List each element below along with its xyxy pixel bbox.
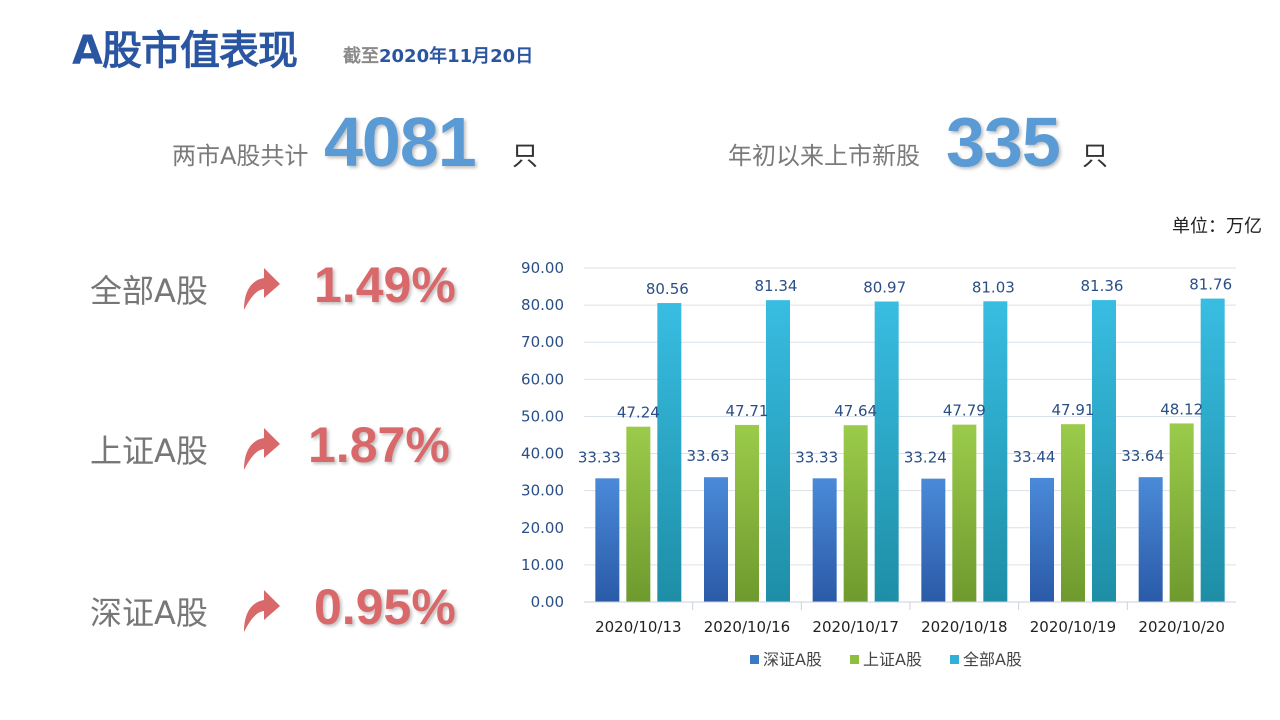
data-label: 81.36 — [1081, 277, 1124, 295]
x-tick-label: 2020/10/17 — [812, 618, 898, 636]
data-label: 47.71 — [726, 402, 769, 420]
data-label: 33.63 — [687, 447, 730, 465]
data-label: 33.24 — [904, 449, 947, 467]
legend-label: 深证A股 — [763, 650, 822, 669]
bar — [735, 424, 759, 602]
bar — [1138, 477, 1163, 602]
y-tick-label: 40.00 — [521, 445, 564, 463]
y-tick-label: 80.00 — [521, 296, 564, 314]
page-title: A股市值表现 — [72, 28, 298, 74]
page-subtitle: 截至2020年11月20日 — [343, 42, 533, 68]
bar — [843, 425, 868, 602]
data-labels: 33.33 47.24 80.56 33.63 47.71 81.34 33.33 47.64… — [578, 276, 1232, 467]
x-tick-label: 2020/10/18 — [921, 618, 1007, 636]
up-arrow-icon — [244, 268, 280, 310]
y-tick-label: 20.00 — [521, 519, 564, 537]
subtitle-date: 2020年11月20日 — [379, 46, 534, 67]
bar — [1169, 423, 1194, 602]
market-cap-bar-chart: 33.33 47.24 80.56 33.63 47.71 81.34 33.33 47.64… — [521, 259, 1236, 669]
data-label: 33.33 — [795, 448, 838, 466]
stat-total-value: 4081 — [324, 103, 477, 181]
y-tick-label: 0.00 — [531, 593, 564, 611]
bar — [983, 301, 1008, 602]
change-value: 1.87% — [308, 417, 450, 473]
stat-new-unit: 只 — [1082, 142, 1109, 172]
data-label: 81.34 — [755, 277, 798, 295]
x-tick-label: 2020/10/20 — [1138, 618, 1224, 636]
y-tick-label: 30.00 — [521, 482, 564, 500]
bar — [595, 478, 620, 602]
stat-total-label: 两市A股共计 — [172, 142, 309, 170]
data-label: 33.44 — [1013, 448, 1056, 466]
bar — [812, 478, 837, 602]
bar — [1200, 298, 1225, 602]
up-arrow-icon — [244, 428, 280, 470]
bar — [1092, 300, 1116, 602]
y-tick-label: 70.00 — [521, 333, 564, 351]
data-label: 47.24 — [617, 404, 660, 422]
x-tick-label: 2020/10/13 — [595, 618, 681, 636]
legend-swatch — [750, 655, 759, 664]
change-value: 0.95% — [314, 579, 456, 635]
bar — [766, 300, 790, 602]
bar — [704, 477, 728, 602]
change-label: 上证A股 — [90, 432, 208, 470]
bars — [595, 298, 1225, 602]
unit-label: 单位：万亿 — [1172, 216, 1262, 237]
data-label: 81.03 — [972, 278, 1015, 296]
legend: 深证A股 上证A股 全部A股 — [750, 650, 1022, 669]
stat-total-unit: 只 — [512, 142, 539, 172]
data-label: 81.76 — [1189, 276, 1232, 294]
y-tick-label: 90.00 — [521, 259, 564, 277]
legend-swatch — [950, 655, 959, 664]
bar — [657, 303, 682, 602]
legend-label: 全部A股 — [963, 650, 1022, 669]
y-tick-label: 60.00 — [521, 370, 564, 388]
bar — [1030, 477, 1054, 602]
data-label: 80.56 — [646, 280, 689, 298]
axis-labels: 0.00 10.00 20.00 30.00 40.00 50.00 60.00 70.00 8… — [521, 259, 1236, 636]
legend-swatch — [850, 655, 859, 664]
y-tick-label: 50.00 — [521, 407, 564, 425]
data-label: 47.91 — [1052, 401, 1095, 419]
stat-new-label: 年初以来上市新股 — [728, 142, 920, 170]
bar — [921, 478, 946, 602]
change-label: 全部A股 — [90, 272, 208, 310]
x-tick-label: 2020/10/16 — [704, 618, 790, 636]
data-label: 48.12 — [1160, 400, 1203, 418]
legend-label: 上证A股 — [863, 650, 922, 669]
change-value: 1.49% — [314, 257, 456, 313]
data-label: 33.64 — [1121, 447, 1164, 465]
data-label: 80.97 — [863, 279, 906, 297]
data-label: 33.33 — [578, 448, 621, 466]
y-tick-label: 10.00 — [521, 556, 564, 574]
data-label: 47.64 — [834, 402, 877, 420]
x-tick-label: 2020/10/19 — [1030, 618, 1116, 636]
bar — [952, 424, 977, 602]
bar — [626, 426, 651, 602]
subtitle-prefix: 截至 — [343, 46, 379, 67]
change-label: 深证A股 — [90, 594, 208, 632]
bar — [1061, 424, 1085, 602]
up-arrow-icon — [244, 590, 280, 632]
grid-lines — [584, 267, 1236, 603]
stat-new-value: 335 — [946, 103, 1061, 181]
bar — [874, 301, 899, 602]
data-label: 47.79 — [943, 402, 986, 420]
